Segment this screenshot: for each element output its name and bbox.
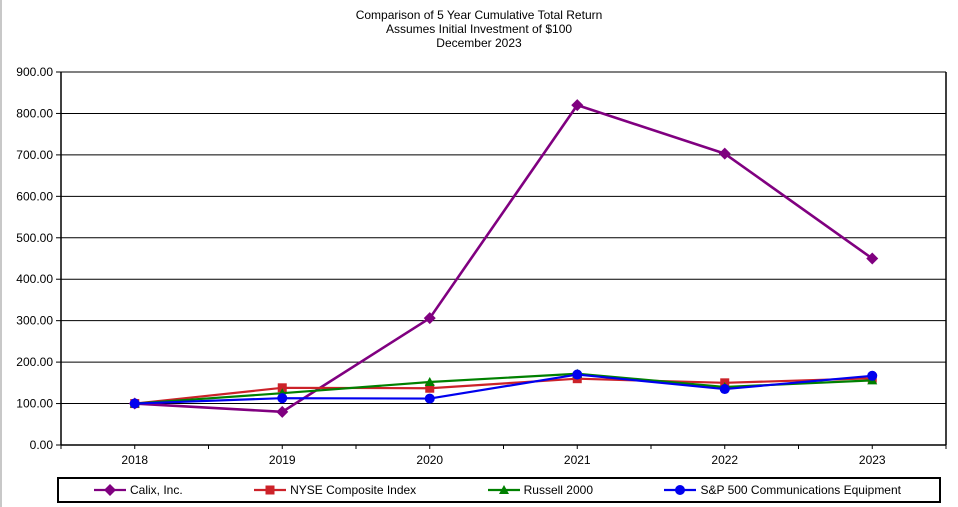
series-marker-diamond <box>104 484 116 496</box>
legend-item: Russell 2000 <box>487 483 593 497</box>
series-marker-diamond <box>423 312 436 325</box>
x-axis-tick-label: 2018 <box>121 453 148 467</box>
legend-item: S&P 500 Communications Equipment <box>663 483 901 497</box>
series-line-s-p-500-communications-equipment <box>134 373 873 405</box>
series-marker-triangle <box>498 485 509 494</box>
series-russell-2000 <box>129 368 878 408</box>
y-axis-tick-label: 200.00 <box>16 355 53 369</box>
y-axis-tick-label: 100.00 <box>16 397 53 411</box>
legend-diamond-icon <box>94 484 126 496</box>
legend-label: Russell 2000 <box>523 483 593 497</box>
page-left-border <box>0 0 2 507</box>
series-marker-circle <box>719 384 730 395</box>
y-axis-tick-label: 400.00 <box>16 272 53 286</box>
series-marker-square <box>425 383 435 393</box>
series-marker-circle <box>675 485 686 495</box>
y-axis-tick-label: 0.00 <box>30 438 54 452</box>
legend-item: NYSE Composite Index <box>253 483 416 497</box>
series-marker-square <box>265 485 275 495</box>
legend-circle-icon <box>664 485 697 495</box>
chart-title-block: Comparison of 5 Year Cumulative Total Re… <box>0 8 958 50</box>
x-axis-tick-label: 2020 <box>416 453 443 467</box>
y-axis-tick-label: 800.00 <box>16 106 53 120</box>
series-marker-diamond <box>718 147 731 160</box>
series-line-nyse-composite-index <box>134 377 873 405</box>
series-line-calix-inc <box>134 103 874 414</box>
series-marker-circle <box>424 393 435 404</box>
legend-square-icon <box>254 485 287 495</box>
chart-subtitle-investment: Assumes Initial Investment of $100 <box>385 22 573 36</box>
chart-legend: Calix, Inc. NYSE Composite Index Russell 2… <box>57 477 941 503</box>
series-marker-diamond <box>571 99 584 112</box>
series-s-p-500-communications-equipment <box>129 369 878 409</box>
series-marker-triangle <box>424 377 435 387</box>
series-calix-inc <box>128 99 879 418</box>
y-axis-tick-label: 700.00 <box>16 148 53 162</box>
chart-title: Comparison of 5 Year Cumulative Total Re… <box>355 8 603 22</box>
legend-label: S&P 500 Communications Equipment <box>700 483 901 497</box>
chart-subtitle-date: December 2023 <box>436 36 522 50</box>
series-marker-circle <box>277 393 288 404</box>
y-axis-tick-label: 300.00 <box>16 314 53 328</box>
chart-plot-area: 0.00 100.00 200.00 300.00 400.00 500.00 600.00… <box>16 65 947 467</box>
legend-label: NYSE Composite Index <box>290 483 417 497</box>
y-axis-tick-label: 500.00 <box>16 231 53 245</box>
series-marker-circle <box>129 398 140 409</box>
series-marker-circle <box>867 370 878 381</box>
x-axis-tick-label: 2022 <box>711 453 738 467</box>
legend-item: Calix, Inc. <box>93 483 183 497</box>
x-axis-tick-label: 2019 <box>269 453 296 467</box>
series-marker-diamond <box>866 252 879 265</box>
legend-label: Calix, Inc. <box>130 483 183 497</box>
x-axis-tick-label: 2023 <box>859 453 886 467</box>
legend-triangle-icon <box>487 485 520 494</box>
series-marker-circle <box>572 369 583 380</box>
y-axis-tick-label: 900.00 <box>16 65 53 79</box>
x-axis-tick-label: 2021 <box>564 453 591 467</box>
series-marker-diamond <box>276 405 289 418</box>
series-marker-square <box>277 383 287 393</box>
y-axis-tick-label: 600.00 <box>16 189 53 203</box>
